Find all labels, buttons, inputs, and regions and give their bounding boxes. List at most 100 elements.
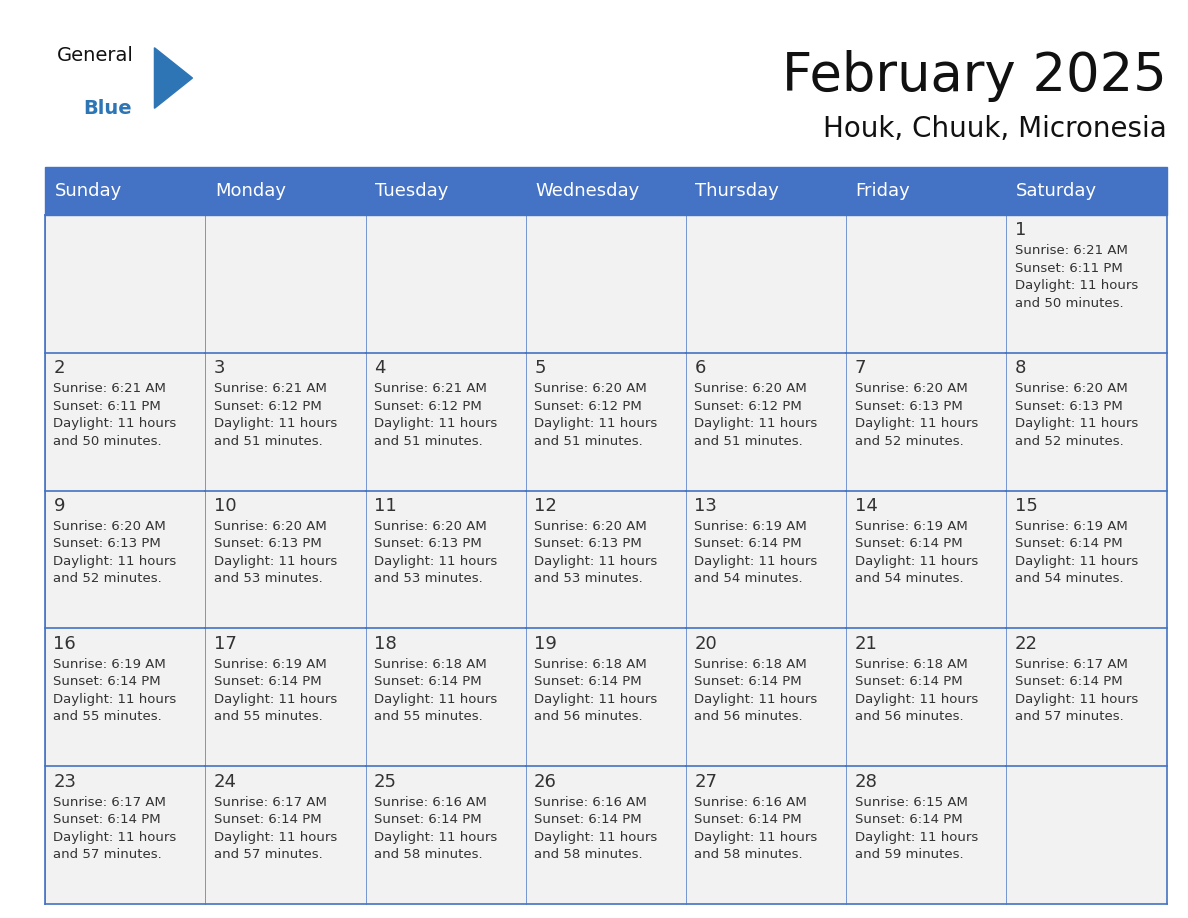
- Text: Tuesday: Tuesday: [375, 182, 448, 200]
- Bar: [685, 490, 846, 629]
- Text: 20: 20: [694, 635, 718, 653]
- Bar: [526, 629, 685, 767]
- Bar: [846, 767, 1006, 904]
- Text: Sunrise: 6:20 AM
Sunset: 6:13 PM
Daylight: 11 hours
and 53 minutes.: Sunrise: 6:20 AM Sunset: 6:13 PM Dayligh…: [535, 520, 657, 586]
- Text: Sunrise: 6:17 AM
Sunset: 6:14 PM
Daylight: 11 hours
and 57 minutes.: Sunrise: 6:17 AM Sunset: 6:14 PM Dayligh…: [214, 796, 337, 861]
- Text: 25: 25: [374, 773, 397, 790]
- Text: Blue: Blue: [83, 99, 132, 118]
- Text: 9: 9: [53, 497, 65, 515]
- Bar: [526, 215, 685, 353]
- Text: Sunday: Sunday: [55, 182, 122, 200]
- Text: Sunrise: 6:20 AM
Sunset: 6:12 PM
Daylight: 11 hours
and 51 minutes.: Sunrise: 6:20 AM Sunset: 6:12 PM Dayligh…: [694, 382, 817, 448]
- Bar: [526, 490, 685, 629]
- Bar: [206, 490, 366, 629]
- Bar: [45, 167, 1167, 215]
- Bar: [45, 490, 206, 629]
- Text: Sunrise: 6:20 AM
Sunset: 6:12 PM
Daylight: 11 hours
and 51 minutes.: Sunrise: 6:20 AM Sunset: 6:12 PM Dayligh…: [535, 382, 657, 448]
- Text: 6: 6: [694, 359, 706, 377]
- Text: Sunrise: 6:20 AM
Sunset: 6:13 PM
Daylight: 11 hours
and 52 minutes.: Sunrise: 6:20 AM Sunset: 6:13 PM Dayligh…: [1015, 382, 1138, 448]
- Text: Sunrise: 6:21 AM
Sunset: 6:12 PM
Daylight: 11 hours
and 51 minutes.: Sunrise: 6:21 AM Sunset: 6:12 PM Dayligh…: [214, 382, 337, 448]
- Text: Sunrise: 6:21 AM
Sunset: 6:11 PM
Daylight: 11 hours
and 50 minutes.: Sunrise: 6:21 AM Sunset: 6:11 PM Dayligh…: [53, 382, 177, 448]
- Text: 27: 27: [694, 773, 718, 790]
- Text: 21: 21: [854, 635, 878, 653]
- Text: 10: 10: [214, 497, 236, 515]
- Bar: [45, 215, 206, 353]
- Bar: [846, 629, 1006, 767]
- Text: Sunrise: 6:18 AM
Sunset: 6:14 PM
Daylight: 11 hours
and 55 minutes.: Sunrise: 6:18 AM Sunset: 6:14 PM Dayligh…: [374, 658, 497, 723]
- Bar: [685, 767, 846, 904]
- Text: Saturday: Saturday: [1016, 182, 1097, 200]
- Bar: [366, 353, 526, 490]
- Bar: [1006, 629, 1167, 767]
- Text: 8: 8: [1015, 359, 1026, 377]
- Text: Sunrise: 6:19 AM
Sunset: 6:14 PM
Daylight: 11 hours
and 55 minutes.: Sunrise: 6:19 AM Sunset: 6:14 PM Dayligh…: [214, 658, 337, 723]
- Text: 23: 23: [53, 773, 76, 790]
- Text: Sunrise: 6:20 AM
Sunset: 6:13 PM
Daylight: 11 hours
and 52 minutes.: Sunrise: 6:20 AM Sunset: 6:13 PM Dayligh…: [854, 382, 978, 448]
- Text: 16: 16: [53, 635, 76, 653]
- Text: 22: 22: [1015, 635, 1038, 653]
- Bar: [206, 215, 366, 353]
- Text: Sunrise: 6:21 AM
Sunset: 6:11 PM
Daylight: 11 hours
and 50 minutes.: Sunrise: 6:21 AM Sunset: 6:11 PM Dayligh…: [1015, 244, 1138, 309]
- Text: 15: 15: [1015, 497, 1037, 515]
- Bar: [846, 353, 1006, 490]
- Text: 17: 17: [214, 635, 236, 653]
- Bar: [685, 215, 846, 353]
- Text: Sunrise: 6:21 AM
Sunset: 6:12 PM
Daylight: 11 hours
and 51 minutes.: Sunrise: 6:21 AM Sunset: 6:12 PM Dayligh…: [374, 382, 497, 448]
- Bar: [685, 353, 846, 490]
- Text: 5: 5: [535, 359, 545, 377]
- Text: Sunrise: 6:20 AM
Sunset: 6:13 PM
Daylight: 11 hours
and 53 minutes.: Sunrise: 6:20 AM Sunset: 6:13 PM Dayligh…: [374, 520, 497, 586]
- Bar: [366, 490, 526, 629]
- Text: 13: 13: [694, 497, 718, 515]
- Bar: [1006, 215, 1167, 353]
- Text: Sunrise: 6:18 AM
Sunset: 6:14 PM
Daylight: 11 hours
and 56 minutes.: Sunrise: 6:18 AM Sunset: 6:14 PM Dayligh…: [854, 658, 978, 723]
- Text: Thursday: Thursday: [695, 182, 779, 200]
- Text: 3: 3: [214, 359, 226, 377]
- Text: Sunrise: 6:20 AM
Sunset: 6:13 PM
Daylight: 11 hours
and 52 minutes.: Sunrise: 6:20 AM Sunset: 6:13 PM Dayligh…: [53, 520, 177, 586]
- Bar: [206, 353, 366, 490]
- Bar: [206, 629, 366, 767]
- Text: Sunrise: 6:17 AM
Sunset: 6:14 PM
Daylight: 11 hours
and 57 minutes.: Sunrise: 6:17 AM Sunset: 6:14 PM Dayligh…: [1015, 658, 1138, 723]
- Text: Sunrise: 6:16 AM
Sunset: 6:14 PM
Daylight: 11 hours
and 58 minutes.: Sunrise: 6:16 AM Sunset: 6:14 PM Dayligh…: [374, 796, 497, 861]
- Text: Sunrise: 6:18 AM
Sunset: 6:14 PM
Daylight: 11 hours
and 56 minutes.: Sunrise: 6:18 AM Sunset: 6:14 PM Dayligh…: [535, 658, 657, 723]
- Text: Sunrise: 6:20 AM
Sunset: 6:13 PM
Daylight: 11 hours
and 53 minutes.: Sunrise: 6:20 AM Sunset: 6:13 PM Dayligh…: [214, 520, 337, 586]
- Text: Monday: Monday: [215, 182, 286, 200]
- Text: 24: 24: [214, 773, 236, 790]
- Bar: [366, 767, 526, 904]
- Text: 2: 2: [53, 359, 65, 377]
- Text: 14: 14: [854, 497, 878, 515]
- Text: Sunrise: 6:19 AM
Sunset: 6:14 PM
Daylight: 11 hours
and 54 minutes.: Sunrise: 6:19 AM Sunset: 6:14 PM Dayligh…: [694, 520, 817, 586]
- Bar: [45, 353, 206, 490]
- Text: Sunrise: 6:19 AM
Sunset: 6:14 PM
Daylight: 11 hours
and 54 minutes.: Sunrise: 6:19 AM Sunset: 6:14 PM Dayligh…: [1015, 520, 1138, 586]
- Bar: [45, 767, 206, 904]
- Text: 19: 19: [535, 635, 557, 653]
- Text: Sunrise: 6:18 AM
Sunset: 6:14 PM
Daylight: 11 hours
and 56 minutes.: Sunrise: 6:18 AM Sunset: 6:14 PM Dayligh…: [694, 658, 817, 723]
- Bar: [526, 353, 685, 490]
- Bar: [366, 215, 526, 353]
- Bar: [1006, 767, 1167, 904]
- Bar: [846, 490, 1006, 629]
- Text: Sunrise: 6:19 AM
Sunset: 6:14 PM
Daylight: 11 hours
and 54 minutes.: Sunrise: 6:19 AM Sunset: 6:14 PM Dayligh…: [854, 520, 978, 586]
- Text: Wednesday: Wednesday: [536, 182, 639, 200]
- Bar: [526, 767, 685, 904]
- Text: Sunrise: 6:15 AM
Sunset: 6:14 PM
Daylight: 11 hours
and 59 minutes.: Sunrise: 6:15 AM Sunset: 6:14 PM Dayligh…: [854, 796, 978, 861]
- Text: Sunrise: 6:16 AM
Sunset: 6:14 PM
Daylight: 11 hours
and 58 minutes.: Sunrise: 6:16 AM Sunset: 6:14 PM Dayligh…: [535, 796, 657, 861]
- Text: Sunrise: 6:16 AM
Sunset: 6:14 PM
Daylight: 11 hours
and 58 minutes.: Sunrise: 6:16 AM Sunset: 6:14 PM Dayligh…: [694, 796, 817, 861]
- Text: Friday: Friday: [855, 182, 910, 200]
- Bar: [366, 629, 526, 767]
- Text: 18: 18: [374, 635, 397, 653]
- Bar: [1006, 353, 1167, 490]
- Bar: [45, 629, 206, 767]
- Text: Houk, Chuuk, Micronesia: Houk, Chuuk, Micronesia: [823, 115, 1167, 143]
- Text: 1: 1: [1015, 221, 1026, 240]
- Text: 26: 26: [535, 773, 557, 790]
- Text: February 2025: February 2025: [782, 50, 1167, 103]
- Text: 7: 7: [854, 359, 866, 377]
- Text: 11: 11: [374, 497, 397, 515]
- Text: 28: 28: [854, 773, 878, 790]
- Polygon shape: [154, 48, 192, 108]
- Bar: [206, 767, 366, 904]
- Text: Sunrise: 6:19 AM
Sunset: 6:14 PM
Daylight: 11 hours
and 55 minutes.: Sunrise: 6:19 AM Sunset: 6:14 PM Dayligh…: [53, 658, 177, 723]
- Bar: [685, 629, 846, 767]
- Text: 4: 4: [374, 359, 385, 377]
- Text: 12: 12: [535, 497, 557, 515]
